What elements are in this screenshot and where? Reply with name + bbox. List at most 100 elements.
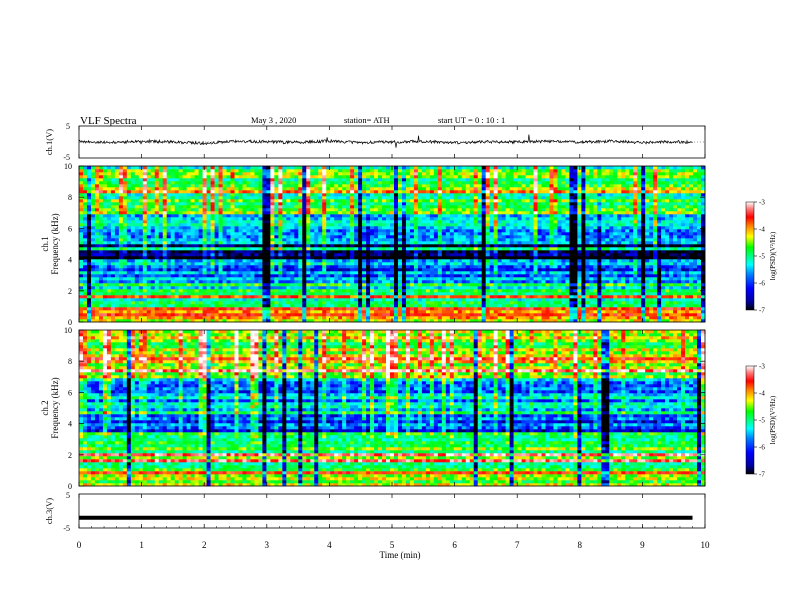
spectrogram-cell: [194, 178, 199, 182]
spectrogram-cell: [170, 196, 175, 200]
spectrogram-cell: [417, 256, 423, 260]
spectrogram-cell: [338, 223, 343, 227]
spectrogram-cell: [234, 235, 239, 239]
spectrogram-cell: [437, 211, 443, 215]
spectrogram-cell: [258, 313, 263, 317]
spectrogram-cell: [390, 313, 395, 317]
spectrogram-cell: [130, 319, 136, 323]
spectrogram-cell: [270, 274, 275, 278]
spectrogram-cell: [318, 187, 323, 191]
spectrogram-cell: [162, 307, 168, 311]
spectrogram-cell: [318, 199, 323, 203]
spectrogram-cell: [421, 214, 427, 218]
spectrogram-cell: [182, 250, 187, 254]
spectrogram-cell: [453, 178, 459, 182]
spectrogram-cell: [90, 199, 96, 203]
spectrogram-cell: [238, 229, 243, 233]
spectrogram-cell: [174, 226, 179, 230]
spectrogram-cell: [386, 256, 391, 260]
spectrogram-cell: [354, 184, 359, 188]
spectrogram-cell: [346, 184, 351, 188]
spectrogram-cell: [98, 295, 104, 299]
spectrogram-cell: [258, 178, 263, 182]
spectrogram-cell: [110, 214, 116, 218]
spectrogram-cell: [146, 271, 152, 275]
spectrogram-cell: [106, 202, 112, 206]
spectrogram-cell: [445, 199, 451, 203]
spectrogram-cell: [134, 241, 140, 245]
spectrogram-cell: [246, 232, 251, 236]
spectrogram-cell: [190, 247, 195, 251]
spectrogram-cell: [362, 292, 367, 296]
spectrogram-cell: [262, 283, 267, 287]
spectrogram-cell: [82, 271, 88, 275]
spectrogram-cell: [114, 280, 120, 284]
spectrogram-cell: [174, 298, 179, 302]
spectrogram-cell: [286, 277, 291, 281]
spectrogram-cell: [290, 187, 295, 191]
spectrogram-cell: [250, 298, 255, 302]
spectrogram-cell: [358, 226, 363, 230]
spectrogram-cell: [401, 262, 407, 266]
spectrogram-cell: [110, 226, 116, 230]
spectrogram-cell: [342, 274, 347, 278]
spectrogram-cell: [374, 319, 379, 323]
spectrogram-cell: [79, 268, 84, 272]
spectrogram-cell: [282, 190, 287, 194]
spectrogram-cell: [202, 256, 207, 260]
spectrogram-cell: [222, 259, 227, 263]
spectrogram-cell: [290, 181, 295, 185]
spectrogram-cell: [302, 220, 307, 224]
spectrogram-cell: [210, 223, 215, 227]
spectrogram-cell: [409, 316, 415, 320]
spectrogram-cell: [401, 313, 407, 317]
spectrogram-cell: [390, 184, 395, 188]
spectrogram-cell: [433, 244, 439, 248]
spectrogram-cell: [350, 196, 355, 200]
spectrogram-cell: [425, 283, 431, 287]
spectrogram-cell: [362, 175, 367, 179]
spectrogram-cell: [266, 241, 271, 245]
spectrogram-cell: [378, 247, 383, 251]
spectrogram-cell: [106, 208, 112, 212]
spectrogram-cell: [409, 280, 415, 284]
spectrogram-cell: [338, 301, 343, 305]
spectrogram-cell: [146, 169, 152, 173]
spectrogram-cell: [370, 319, 375, 323]
spectrogram-cell: [358, 205, 363, 209]
spectrogram-cell: [230, 220, 235, 224]
spectrogram-cell: [362, 244, 367, 248]
spectrogram-cell: [457, 283, 463, 287]
spectrogram-cell: [386, 229, 391, 233]
spectrogram-cell: [202, 247, 207, 251]
spectrogram-cell: [445, 307, 451, 311]
spectrogram-cell: [262, 181, 267, 185]
spectrogram-cell: [441, 289, 447, 293]
spectrogram-cell: [206, 184, 211, 188]
spectrogram-cell: [198, 172, 203, 176]
spectrogram-cell: [178, 214, 183, 218]
spectrogram-cell: [393, 268, 399, 272]
spectrogram-cell: [118, 274, 124, 278]
spectrogram-cell: [110, 316, 116, 320]
spectrogram-cell: [194, 280, 199, 284]
spectrogram-cell: [226, 181, 231, 185]
spectrogram-cell: [182, 307, 187, 311]
spectrogram-cell: [122, 238, 128, 242]
spectrogram-cell: [210, 229, 215, 233]
spectrogram-cell: [138, 262, 144, 266]
spectrogram-cell: [79, 253, 84, 257]
spectrogram-cell: [158, 190, 164, 194]
spectrogram-cell: [417, 310, 423, 314]
spectrogram-cell: [270, 247, 275, 251]
spectrogram-cell: [79, 295, 84, 299]
spectrogram-cell: [342, 190, 347, 194]
spectrogram-cell: [366, 202, 371, 206]
spectrogram-cell: [346, 307, 351, 311]
spectrogram-cell: [397, 262, 403, 266]
spectrogram-cell: [182, 316, 187, 320]
spectrogram-cell: [390, 271, 395, 275]
spectrogram-cell: [362, 313, 367, 317]
spectrogram-cell: [302, 166, 307, 170]
spectrogram-cell: [370, 193, 375, 197]
